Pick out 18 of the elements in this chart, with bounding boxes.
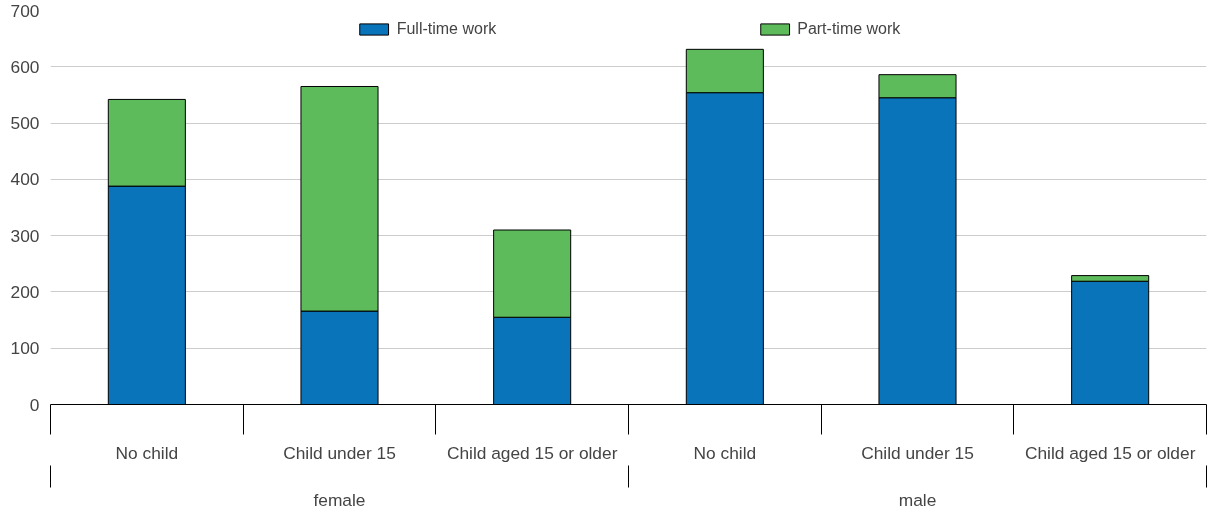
y-tick-label: 0	[29, 394, 40, 415]
y-tick-label: 500	[10, 113, 40, 134]
y-tick-label: 300	[10, 225, 40, 246]
text: male	[898, 489, 937, 510]
y-tick-label: 200	[10, 281, 40, 302]
y-tick-label: 600	[10, 56, 40, 77]
y-tick-label: 700	[10, 0, 40, 21]
x-tick-label: No child	[693, 442, 757, 463]
x-tick-label: Child under 15	[861, 442, 974, 463]
y-tick-label: 100	[10, 338, 40, 359]
legend-label: Full-time work	[396, 20, 497, 38]
text: female	[313, 489, 366, 510]
x-tick-label: Child aged 15 or older	[1024, 442, 1196, 463]
x-tick-label: No child	[115, 442, 179, 463]
x-tick-label: Child under 15	[283, 442, 396, 463]
y-tick-label: 400	[10, 169, 40, 190]
x-tick-label: Child aged 15 or older	[446, 442, 618, 463]
legend-label: Part-time work	[797, 20, 901, 38]
